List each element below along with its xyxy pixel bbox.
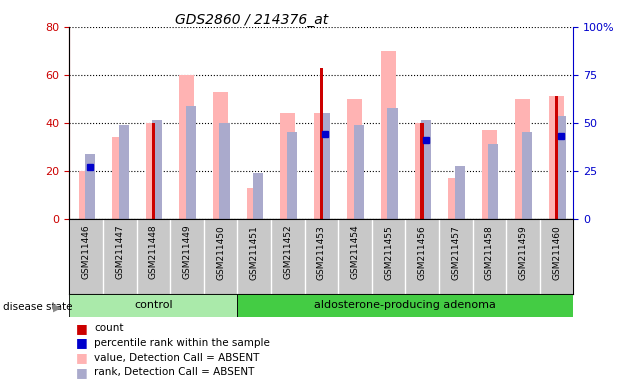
Bar bbox=[347, 99, 362, 219]
Text: GSM211458: GSM211458 bbox=[485, 225, 494, 280]
Text: GDS2860 / 214376_at: GDS2860 / 214376_at bbox=[175, 13, 329, 27]
Bar bbox=[186, 106, 196, 219]
Text: disease state: disease state bbox=[3, 302, 72, 312]
Text: GSM211448: GSM211448 bbox=[149, 225, 158, 280]
Text: ■: ■ bbox=[76, 366, 88, 379]
Bar bbox=[287, 132, 297, 219]
Bar bbox=[219, 123, 229, 219]
Text: aldosterone-producing adenoma: aldosterone-producing adenoma bbox=[314, 300, 496, 310]
Bar bbox=[354, 125, 364, 219]
Text: percentile rank within the sample: percentile rank within the sample bbox=[94, 338, 270, 348]
Bar bbox=[146, 123, 161, 219]
Bar bbox=[79, 171, 94, 219]
Bar bbox=[515, 99, 530, 219]
Text: GSM211454: GSM211454 bbox=[350, 225, 359, 280]
Bar bbox=[448, 178, 463, 219]
Text: GSM211460: GSM211460 bbox=[552, 225, 561, 280]
FancyBboxPatch shape bbox=[238, 294, 573, 317]
Text: ▶: ▶ bbox=[54, 302, 62, 312]
Bar bbox=[381, 51, 396, 219]
Bar bbox=[556, 116, 566, 219]
Text: control: control bbox=[134, 300, 173, 310]
Text: GSM211455: GSM211455 bbox=[384, 225, 393, 280]
Bar bbox=[319, 68, 323, 219]
Bar bbox=[180, 75, 195, 219]
Bar bbox=[420, 123, 424, 219]
Text: GSM211447: GSM211447 bbox=[115, 225, 124, 280]
Bar bbox=[421, 121, 431, 219]
Bar bbox=[320, 113, 330, 219]
Bar bbox=[85, 154, 95, 219]
Text: GSM211453: GSM211453 bbox=[317, 225, 326, 280]
Bar bbox=[112, 137, 127, 219]
Bar bbox=[482, 130, 497, 219]
Bar bbox=[488, 144, 498, 219]
Bar bbox=[314, 113, 329, 219]
Text: rank, Detection Call = ABSENT: rank, Detection Call = ABSENT bbox=[94, 367, 255, 377]
Bar bbox=[152, 121, 163, 219]
Bar bbox=[522, 132, 532, 219]
Text: GSM211451: GSM211451 bbox=[249, 225, 258, 280]
Bar bbox=[246, 188, 261, 219]
Text: count: count bbox=[94, 323, 124, 333]
Bar bbox=[415, 123, 430, 219]
Bar bbox=[387, 108, 398, 219]
Text: GSM211456: GSM211456 bbox=[418, 225, 427, 280]
Bar bbox=[213, 92, 228, 219]
Bar bbox=[555, 96, 558, 219]
Text: GSM211452: GSM211452 bbox=[284, 225, 292, 280]
Text: ■: ■ bbox=[76, 336, 88, 349]
Bar bbox=[549, 96, 564, 219]
Text: GSM211449: GSM211449 bbox=[183, 225, 192, 280]
Text: GSM211450: GSM211450 bbox=[216, 225, 225, 280]
Bar bbox=[280, 113, 295, 219]
Text: GSM211459: GSM211459 bbox=[518, 225, 527, 280]
Text: GSM211457: GSM211457 bbox=[451, 225, 460, 280]
Text: ■: ■ bbox=[76, 351, 88, 364]
FancyBboxPatch shape bbox=[69, 294, 238, 317]
Text: GSM211446: GSM211446 bbox=[82, 225, 91, 280]
Bar bbox=[152, 123, 155, 219]
Text: value, Detection Call = ABSENT: value, Detection Call = ABSENT bbox=[94, 353, 260, 362]
Bar bbox=[253, 173, 263, 219]
Bar bbox=[455, 166, 465, 219]
Text: ■: ■ bbox=[76, 322, 88, 335]
Bar bbox=[118, 125, 129, 219]
